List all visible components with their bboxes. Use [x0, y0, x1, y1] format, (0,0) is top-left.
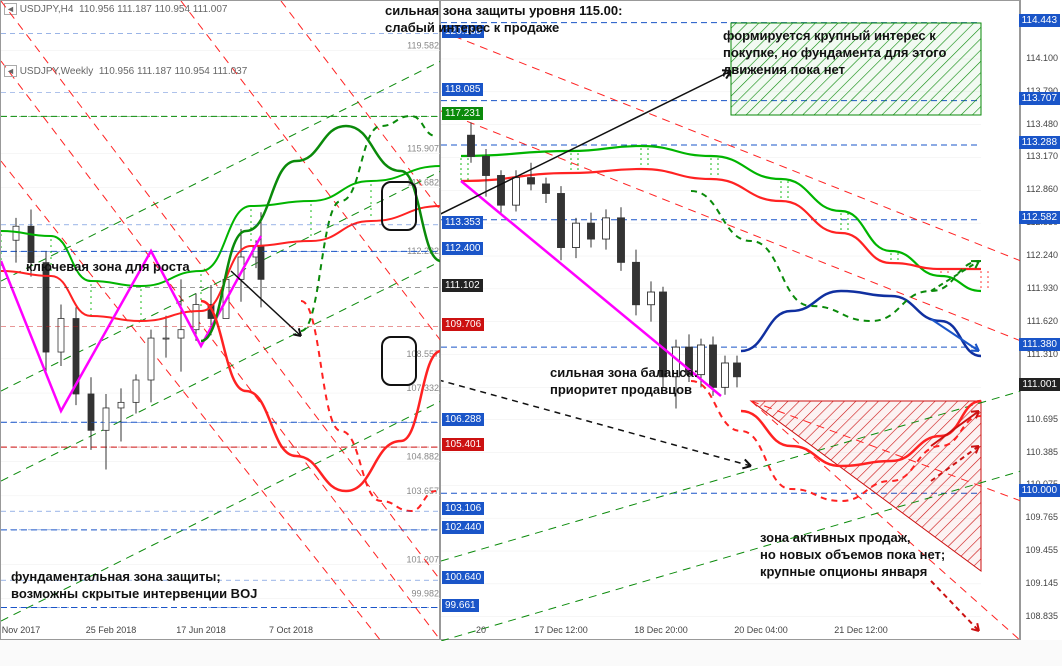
price-label: 106.288	[442, 413, 484, 426]
scenario-box	[381, 181, 417, 231]
axis-price-label: 109.145	[1025, 578, 1058, 588]
price-label-current: 111.001	[1019, 378, 1060, 391]
price-label: 99.661	[442, 599, 479, 612]
price-label: 112.400	[442, 242, 483, 255]
price-label: 112.582	[1019, 211, 1060, 224]
price-label: 102.440	[442, 521, 484, 534]
scenario-box	[381, 336, 417, 386]
axis-price-label: 112.240	[1026, 250, 1058, 260]
axis-price-label: 110.695	[1026, 414, 1058, 424]
svg-text:101.207: 101.207	[406, 554, 439, 564]
price-label: 113.288	[1019, 136, 1060, 149]
price-label: 109.706	[442, 318, 484, 331]
price-label: 111.102	[442, 279, 483, 292]
chart-annotation: сильная зона баланса:приоритет продавцов	[550, 365, 698, 399]
axis-price-label: 110.385	[1026, 447, 1058, 457]
left-chart-panel[interactable]: ◄ USDJPY,H4 110.956 111.187 110.954 111.…	[0, 0, 440, 640]
svg-text:112.232: 112.232	[407, 246, 439, 256]
chart-container: ◄ USDJPY,H4 110.956 111.187 110.954 111.…	[0, 0, 1062, 666]
chart-annotation: сильная зона защиты уровня 115.00:слабый…	[385, 3, 622, 37]
chart-annotation: зона активных продаж,но новых объемов по…	[760, 530, 945, 581]
chart-annotation: формируется крупный интерес кпокупке, но…	[723, 28, 946, 79]
price-label: 100.640	[442, 571, 484, 584]
price-label: 114.443	[1019, 14, 1060, 27]
svg-text:115.907: 115.907	[407, 143, 439, 153]
axis-price-label: 109.455	[1025, 545, 1058, 555]
chart-annotation: фундаментальная зона защиты;возможны скр…	[11, 569, 257, 603]
axis-price-label: 111.620	[1027, 316, 1058, 326]
svg-text:99.982: 99.982	[411, 589, 439, 599]
time-label: 18 Dec 20:00	[634, 625, 688, 635]
price-label: 118.085	[442, 83, 483, 96]
time-label: 7 Oct 2018	[269, 625, 313, 635]
svg-text:104.882: 104.882	[406, 452, 439, 462]
time-label: 20 Dec 04:00	[734, 625, 788, 635]
svg-text:103.657: 103.657	[406, 486, 439, 496]
axis-price-label: 113.170	[1026, 151, 1058, 161]
axis-price-label: 112.860	[1026, 184, 1058, 194]
price-label: 113.707	[1019, 92, 1060, 105]
time-label: 17 Jun 2018	[176, 625, 226, 635]
axis-price-label: 111.930	[1027, 283, 1058, 293]
price-label: 110.000	[1019, 484, 1060, 497]
axis-price-label: 109.765	[1025, 512, 1058, 522]
price-label: 113.353	[442, 216, 483, 229]
right-price-axis: 114.100113.790113.480113.170112.860112.5…	[1020, 0, 1062, 640]
left-chart-header: ◄ USDJPY,H4 110.956 111.187 110.954 111.…	[4, 4, 227, 15]
svg-text:119.582: 119.582	[407, 41, 439, 51]
time-label: 25 Feb 2018	[86, 625, 137, 635]
left-chart-header-weekly: ◄ USDJPY,Weekly 110.956 111.187 110.954 …	[4, 66, 247, 77]
axis-price-label: 113.480	[1026, 119, 1058, 129]
time-label: 17 Dec 12:00	[534, 625, 588, 635]
price-label: 117.231	[442, 107, 483, 120]
time-label: Nov 2017	[2, 625, 41, 635]
price-label: 103.106	[442, 502, 484, 515]
axis-price-label: 108.835	[1025, 611, 1058, 621]
left-chart-svg: 119.582115.907114.682112.232108.557107.3…	[1, 1, 441, 641]
time-label: 21 Dec 12:00	[834, 625, 888, 635]
price-label: 111.380	[1019, 338, 1060, 351]
chart-annotation: ключевая зона для роста	[26, 259, 190, 276]
time-label: 20	[476, 625, 486, 635]
price-label: 105.401	[442, 438, 484, 451]
axis-price-label: 114.100	[1026, 53, 1058, 63]
